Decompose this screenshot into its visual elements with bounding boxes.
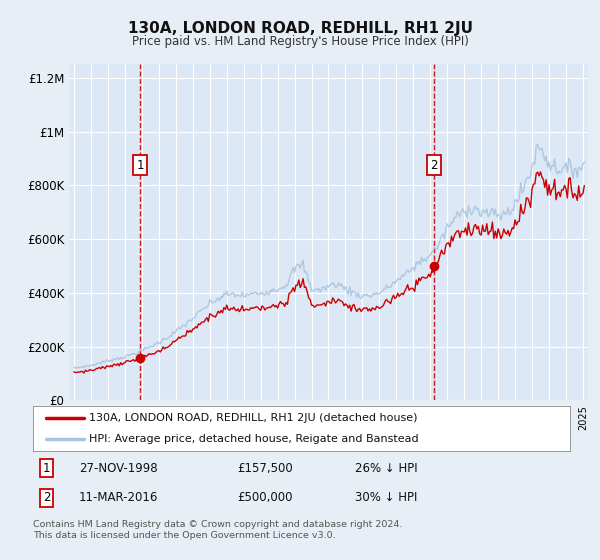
Text: 27-NOV-1998: 27-NOV-1998: [79, 462, 157, 475]
Text: 130A, LONDON ROAD, REDHILL, RH1 2JU: 130A, LONDON ROAD, REDHILL, RH1 2JU: [128, 21, 473, 36]
Text: 26% ↓ HPI: 26% ↓ HPI: [355, 462, 418, 475]
Text: Contains HM Land Registry data © Crown copyright and database right 2024.: Contains HM Land Registry data © Crown c…: [33, 520, 403, 529]
Text: This data is licensed under the Open Government Licence v3.0.: This data is licensed under the Open Gov…: [33, 531, 335, 540]
Text: £157,500: £157,500: [237, 462, 293, 475]
Text: 1: 1: [136, 158, 144, 172]
Text: 30% ↓ HPI: 30% ↓ HPI: [355, 491, 418, 504]
Text: 2: 2: [430, 158, 437, 172]
Text: Price paid vs. HM Land Registry's House Price Index (HPI): Price paid vs. HM Land Registry's House …: [131, 35, 469, 48]
Text: £500,000: £500,000: [237, 491, 293, 504]
Text: 130A, LONDON ROAD, REDHILL, RH1 2JU (detached house): 130A, LONDON ROAD, REDHILL, RH1 2JU (det…: [89, 413, 418, 423]
Text: 1: 1: [43, 462, 50, 475]
Text: HPI: Average price, detached house, Reigate and Banstead: HPI: Average price, detached house, Reig…: [89, 433, 419, 444]
Text: 11-MAR-2016: 11-MAR-2016: [79, 491, 158, 504]
Text: 2: 2: [43, 491, 50, 504]
